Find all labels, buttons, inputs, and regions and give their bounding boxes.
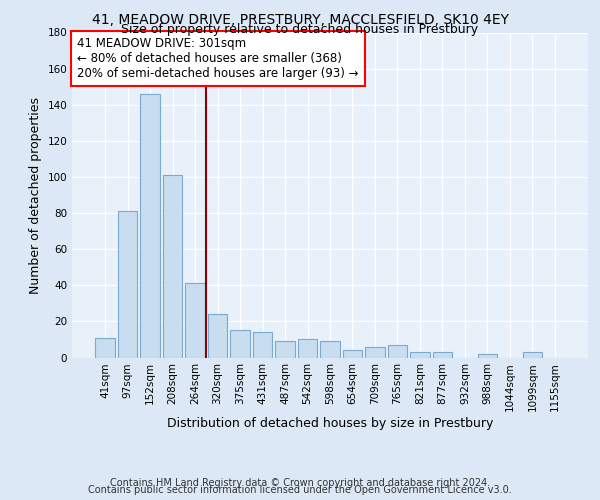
Text: 41, MEADOW DRIVE, PRESTBURY, MACCLESFIELD, SK10 4EY: 41, MEADOW DRIVE, PRESTBURY, MACCLESFIEL…	[91, 12, 509, 26]
Bar	[433, 352, 452, 358]
Bar	[95, 338, 115, 357]
X-axis label: Distribution of detached houses by size in Prestbury: Distribution of detached houses by size …	[167, 416, 493, 430]
Bar	[343, 350, 362, 358]
Bar	[320, 342, 340, 357]
Bar	[253, 332, 272, 357]
Bar	[185, 284, 205, 358]
Text: 41 MEADOW DRIVE: 301sqm
← 80% of detached houses are smaller (368)
20% of semi-d: 41 MEADOW DRIVE: 301sqm ← 80% of detache…	[77, 38, 359, 80]
Bar	[230, 330, 250, 357]
Bar	[163, 175, 182, 358]
Bar	[523, 352, 542, 358]
Bar	[365, 346, 385, 358]
Bar	[140, 94, 160, 357]
Bar	[118, 211, 137, 358]
Bar	[388, 345, 407, 358]
Bar	[275, 342, 295, 357]
Text: Contains HM Land Registry data © Crown copyright and database right 2024.: Contains HM Land Registry data © Crown c…	[110, 478, 490, 488]
Bar	[208, 314, 227, 358]
Text: Contains public sector information licensed under the Open Government Licence v3: Contains public sector information licen…	[88, 485, 512, 495]
Bar	[298, 340, 317, 357]
Y-axis label: Number of detached properties: Number of detached properties	[29, 96, 42, 294]
Bar	[410, 352, 430, 358]
Bar	[478, 354, 497, 358]
Text: Size of property relative to detached houses in Prestbury: Size of property relative to detached ho…	[121, 22, 479, 36]
